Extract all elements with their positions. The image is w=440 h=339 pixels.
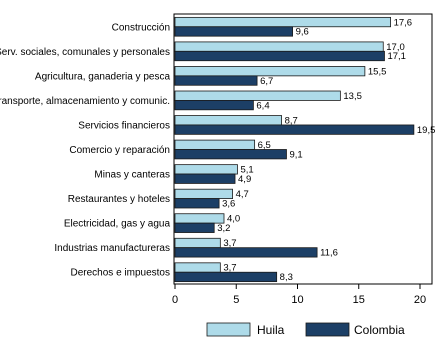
bar-huila-0 [174, 16, 392, 28]
category-label: Electricidad, gas y agua [64, 219, 171, 230]
value-label: 15,5 [368, 66, 387, 77]
value-label: 6,4 [256, 100, 269, 111]
legend-label-huila: Huila [257, 323, 285, 337]
bar-colombia-10 [174, 271, 278, 283]
value-label: 4,9 [238, 174, 251, 185]
value-label: 9,1 [289, 149, 302, 160]
category-label: Comercio y reparación [69, 145, 170, 156]
x-tick-label: 20 [414, 294, 426, 306]
value-label: 11,6 [320, 248, 338, 259]
bar-huila-10 [174, 262, 221, 273]
bar-colombia-8 [174, 222, 215, 233]
value-label: 17,1 [387, 51, 406, 62]
bar-colombia-5 [174, 149, 287, 160]
bar-colombia-9 [174, 247, 318, 258]
legend: Huila Colombia [206, 322, 405, 337]
bar-huila-2 [174, 66, 366, 77]
category-label: Minas y canteras [94, 170, 170, 181]
value-label: 3,2 [217, 223, 230, 234]
value-label: 4,7 [236, 189, 249, 200]
x-tick-label: 5 [233, 294, 239, 306]
category-label: Servicios financieros [78, 120, 170, 131]
x-tick-label: 15 [353, 294, 365, 306]
bar-huila-4 [174, 115, 282, 126]
value-label: 6,7 [260, 76, 273, 87]
category-label: Construcción [112, 22, 170, 33]
bars-layer [174, 16, 415, 283]
plot-frame [173, 13, 433, 285]
category-label: Agricultura, ganaderia y pesca [35, 71, 171, 82]
value-label: 8,3 [280, 272, 293, 283]
category-label: Derechos e impuestos [71, 268, 171, 279]
category-label: Industrias manufactureras [54, 243, 170, 254]
value-label: 8,7 [285, 115, 298, 126]
legend-swatch-colombia [305, 322, 350, 337]
bar-huila-8 [174, 213, 225, 224]
bar-colombia-4 [174, 124, 415, 135]
x-tick-label: 0 [172, 294, 178, 306]
x-axis: 0 5 10 15 20 [172, 13, 433, 306]
bar-huila-1 [174, 41, 384, 52]
value-label: 3,7 [223, 263, 236, 274]
bar-colombia-2 [174, 75, 258, 86]
value-label: 3,6 [222, 198, 235, 209]
bar-colombia-0 [174, 26, 293, 37]
bar-huila-6 [174, 164, 238, 175]
value-label: 5,1 [240, 165, 253, 176]
bar-colombia-3 [174, 100, 254, 111]
legend-swatch-huila [206, 322, 251, 337]
value-label: 17,6 [394, 17, 413, 28]
value-label: 3,7 [223, 238, 236, 249]
value-label: 9,6 [296, 27, 309, 38]
category-label: Serv. sociales, comunales y personales [0, 47, 170, 58]
category-labels: Construcción Serv. sociales, comunales y … [0, 22, 170, 278]
value-label: 4,0 [227, 214, 240, 225]
x-tick-label: 10 [291, 294, 303, 306]
bar-colombia-1 [174, 50, 385, 62]
bar-huila-7 [174, 188, 233, 199]
category-label: Transporte, almacenamiento y comunic. [0, 96, 170, 107]
value-label: 19,5 [417, 125, 436, 136]
value-label: 17,0 [386, 42, 405, 53]
value-labels: 17,6 9,6 17,017,115,5 6,7 13,5 6,4 8,7 19,5 6,5 9… [217, 17, 435, 283]
value-label: 13,5 [343, 91, 362, 102]
category-label: Restaurantes y hoteles [68, 194, 170, 205]
legend-label-colombia: Colombia [354, 323, 405, 337]
bar-huila-9 [174, 237, 221, 249]
value-label: 6,5 [258, 140, 271, 151]
bar-colombia-6 [174, 173, 236, 184]
bar-colombia-7 [174, 198, 220, 209]
bar-huila-3 [174, 90, 341, 101]
bar-huila-5 [174, 139, 256, 150]
